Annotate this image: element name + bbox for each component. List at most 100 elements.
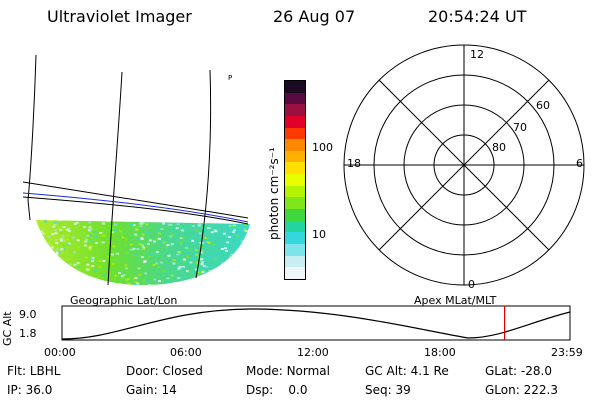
image-pixel — [93, 230, 97, 233]
colorbar-swatch — [285, 185, 305, 198]
info-door: Door: Closed — [126, 364, 203, 378]
image-pixel — [148, 239, 152, 242]
colorbar-swatch — [285, 197, 305, 210]
image-pixel — [166, 244, 170, 247]
image-pixel — [181, 267, 185, 270]
image-pixel — [111, 262, 115, 265]
image-pixel — [138, 273, 142, 276]
image-pixel — [62, 226, 66, 228]
image-pixel — [181, 236, 185, 239]
image-pixel — [202, 265, 206, 268]
colorbar-tick-100: 100 — [312, 141, 333, 154]
image-pixel — [114, 223, 117, 226]
image-pixel — [61, 235, 65, 238]
image-pixel — [110, 231, 114, 234]
image-pixel — [196, 262, 200, 265]
image-pixel — [131, 278, 134, 280]
image-pixel — [141, 233, 145, 236]
image-pixel — [199, 250, 203, 253]
image-pixel — [136, 226, 140, 229]
lat-label-60: 60 — [536, 99, 550, 112]
image-pixel — [223, 232, 226, 235]
mlt-label-0: 0 — [468, 278, 475, 291]
image-pixel — [144, 272, 148, 275]
image-pixel — [53, 222, 57, 224]
image-pixel — [193, 251, 197, 254]
image-pixel — [228, 255, 232, 258]
image-pixel — [183, 227, 187, 230]
image-pixel — [41, 232, 45, 235]
orbit-plot-frame — [61, 305, 571, 341]
image-pixel — [194, 268, 198, 271]
image-pixel — [58, 220, 62, 222]
polar-caption: Apex MLat/MLT — [414, 294, 497, 307]
orbit-ytick-max: 9.0 — [19, 308, 37, 321]
image-pixel — [94, 235, 98, 238]
image-pixel — [71, 236, 75, 239]
image-pixel — [76, 262, 80, 265]
image-pixel — [89, 249, 92, 251]
colorbar-swatch — [285, 104, 305, 116]
image-pixel — [195, 229, 199, 232]
image-pixel — [170, 243, 174, 246]
orbit-xtick: 00:00 — [44, 346, 76, 359]
image-pixel — [167, 254, 171, 257]
image-pixel — [99, 232, 103, 234]
colorbar-swatch — [285, 220, 305, 233]
image-pixel — [198, 232, 202, 235]
observation-date: 26 Aug 07 — [273, 7, 356, 26]
image-pixel — [230, 231, 234, 234]
image-pixel — [207, 242, 211, 244]
image-pixel — [132, 247, 136, 250]
image-pixel — [83, 226, 87, 229]
image-pixel — [138, 243, 142, 246]
image-pixel — [147, 255, 151, 258]
image-pixel — [210, 231, 214, 234]
image-pixel — [157, 230, 161, 233]
image-pixel — [142, 248, 146, 251]
image-pixel — [161, 227, 165, 229]
image-pixel — [118, 272, 121, 274]
image-pixel — [214, 230, 218, 233]
image-pixel — [125, 267, 128, 270]
image-pixel — [110, 277, 114, 280]
orbit-xtick: 18:00 — [424, 346, 456, 359]
image-pixel — [156, 238, 160, 241]
image-pixel — [59, 228, 63, 231]
image-pixel — [85, 238, 88, 241]
image-pixel — [124, 264, 128, 267]
image-pixel — [53, 220, 57, 222]
info-glat: GLat: -28.0 — [485, 364, 552, 378]
colorbar-swatch — [285, 127, 305, 140]
image-pixel — [196, 274, 200, 277]
image-pixel — [44, 220, 47, 223]
terminator-line — [22, 192, 249, 223]
image-pixel — [73, 222, 77, 225]
image-pixel — [60, 251, 64, 254]
image-pixel — [226, 241, 230, 244]
image-pixel — [120, 275, 124, 278]
image-pixel — [220, 248, 224, 250]
image-pixel — [88, 221, 92, 224]
info-gc-alt: GC Alt: 4.1 Re — [365, 364, 449, 378]
image-pixel — [204, 237, 208, 239]
image-pixel — [179, 242, 183, 245]
image-pixel — [114, 229, 117, 231]
image-pixel — [83, 244, 87, 247]
image-pixel — [66, 228, 70, 230]
orbit-xtick: 23:59 — [551, 346, 583, 359]
image-pixel — [134, 233, 138, 236]
image-pixel — [244, 230, 248, 233]
image-pixel — [180, 222, 184, 225]
orbit-xtick: 06:00 — [170, 346, 202, 359]
image-pixel — [114, 274, 118, 277]
image-pixel — [60, 241, 63, 244]
image-pixel — [130, 223, 134, 226]
lat-label-70: 70 — [513, 121, 527, 134]
image-pixel — [200, 263, 204, 266]
image-pixel — [146, 243, 150, 245]
mlt-line-diagonal — [378, 79, 550, 251]
image-pixel — [175, 227, 179, 230]
orbit-xtick: 12:00 — [297, 346, 329, 359]
